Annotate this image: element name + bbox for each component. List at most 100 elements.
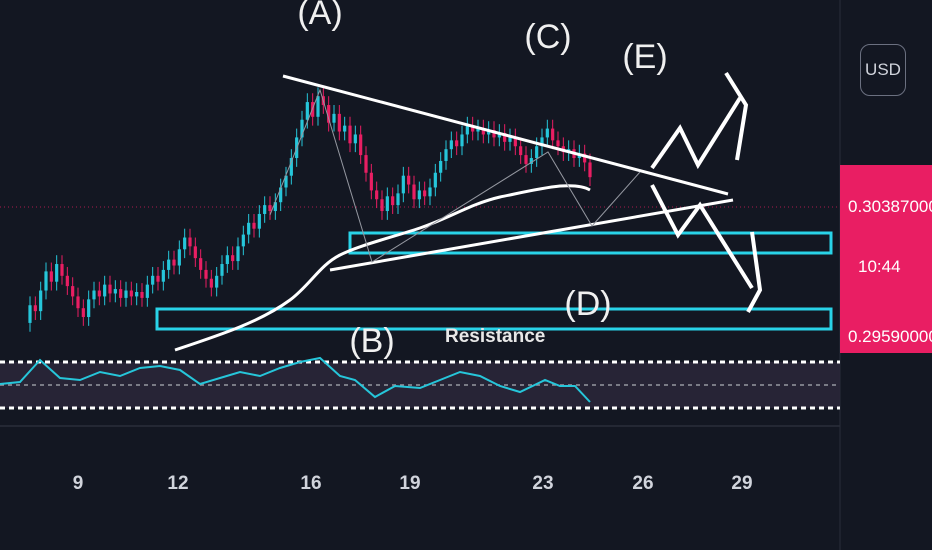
candle-body — [289, 158, 293, 176]
moving-average-line — [174, 184, 591, 352]
candle-body — [76, 296, 80, 309]
candle-body — [241, 234, 245, 247]
candle-body — [140, 292, 144, 298]
upper-trendline — [282, 74, 729, 196]
candle-body — [343, 125, 347, 132]
x-tick-label: 26 — [632, 473, 654, 494]
candle-body — [396, 193, 400, 206]
currency-button[interactable]: USD — [860, 44, 906, 96]
candle-body — [55, 264, 59, 282]
candle-body — [225, 255, 229, 265]
candle-body — [129, 290, 133, 297]
candle-body — [231, 255, 235, 262]
candle-body — [529, 158, 533, 164]
candle-body — [316, 96, 320, 117]
candle-body — [113, 289, 117, 294]
candle-body — [583, 153, 587, 163]
candle-body — [268, 205, 272, 212]
candle-body — [428, 187, 432, 197]
x-tick-label: 23 — [532, 473, 554, 494]
candle-body — [412, 184, 416, 200]
x-tick-label: 29 — [731, 473, 753, 494]
candle-body — [508, 137, 512, 142]
wave-label-d: (D) — [564, 285, 612, 323]
candle-body — [236, 246, 240, 262]
candle-body — [407, 175, 411, 185]
candle-body — [60, 264, 64, 276]
x-tick-label: 12 — [167, 473, 189, 494]
candle-body — [71, 286, 75, 297]
candle-body — [103, 284, 107, 297]
candle-body — [199, 258, 203, 270]
candle-body — [460, 134, 464, 147]
candle-body — [364, 155, 368, 173]
candle-body — [369, 172, 373, 191]
candle-body — [188, 237, 192, 247]
candle-body — [433, 172, 437, 188]
price-axis-highlight: 0.30387000 10:44 0.29590000 — [840, 165, 932, 353]
wave-path — [269, 88, 641, 263]
candle-body — [444, 149, 448, 161]
candle-body — [556, 140, 560, 147]
bullish-projection-arrow — [650, 96, 742, 170]
candle-body — [300, 119, 304, 138]
candle-body — [492, 130, 496, 138]
candle-body — [220, 264, 224, 276]
candle-body — [503, 133, 507, 142]
candle-body — [124, 290, 128, 298]
current-price-label: 0.30387000 — [848, 197, 932, 216]
candle-body — [423, 190, 427, 197]
candle-body — [263, 205, 267, 214]
candle-body — [28, 305, 32, 323]
lower-trendline — [329, 198, 734, 272]
candle-body — [545, 128, 549, 138]
candle-body — [252, 222, 256, 229]
candle-body — [524, 155, 528, 164]
candle-body — [417, 190, 421, 200]
candle-body — [535, 146, 539, 159]
candle-body — [497, 133, 501, 138]
candle-body — [151, 275, 155, 285]
bearish-arrowhead — [746, 231, 763, 313]
candle-body — [551, 128, 555, 141]
x-tick-label: 9 — [72, 473, 84, 494]
candle-body — [327, 105, 331, 123]
candle-body — [359, 134, 363, 156]
candle-body — [455, 140, 459, 147]
candle-body — [183, 237, 187, 250]
candle-body — [247, 222, 251, 235]
candle-body — [348, 125, 352, 144]
candle-body — [257, 213, 261, 229]
resistance-annotation: Resistance — [445, 326, 546, 347]
candle-body — [519, 146, 523, 156]
candle-body — [204, 269, 208, 279]
candle-body — [161, 269, 165, 282]
candle-body — [193, 246, 197, 259]
candle-body — [337, 113, 341, 132]
bearish-projection-arrow — [650, 184, 754, 290]
candle-body — [305, 102, 309, 120]
x-tick-label: 16 — [300, 473, 322, 494]
candle-body — [487, 130, 491, 135]
candle-body — [465, 125, 469, 135]
candle-body — [380, 199, 384, 212]
candle-body — [49, 271, 53, 282]
candle-body — [167, 259, 171, 270]
candle-body — [279, 187, 283, 203]
candle-body — [135, 292, 139, 297]
x-tick-label: 19 — [399, 473, 421, 494]
wave-label-a: (A) — [297, 0, 343, 32]
candle-body — [439, 160, 443, 173]
candle-body — [119, 289, 123, 298]
candle-body — [540, 137, 544, 147]
bullish-arrowhead — [724, 71, 749, 161]
oscillator-line — [0, 356, 591, 403]
wave-label-c: (C) — [524, 18, 572, 56]
candle-body — [332, 113, 336, 123]
candle-body — [108, 284, 112, 294]
candle-body — [81, 308, 85, 318]
candle-body — [92, 290, 96, 300]
candle-body — [156, 275, 160, 282]
candle-body — [65, 275, 69, 287]
